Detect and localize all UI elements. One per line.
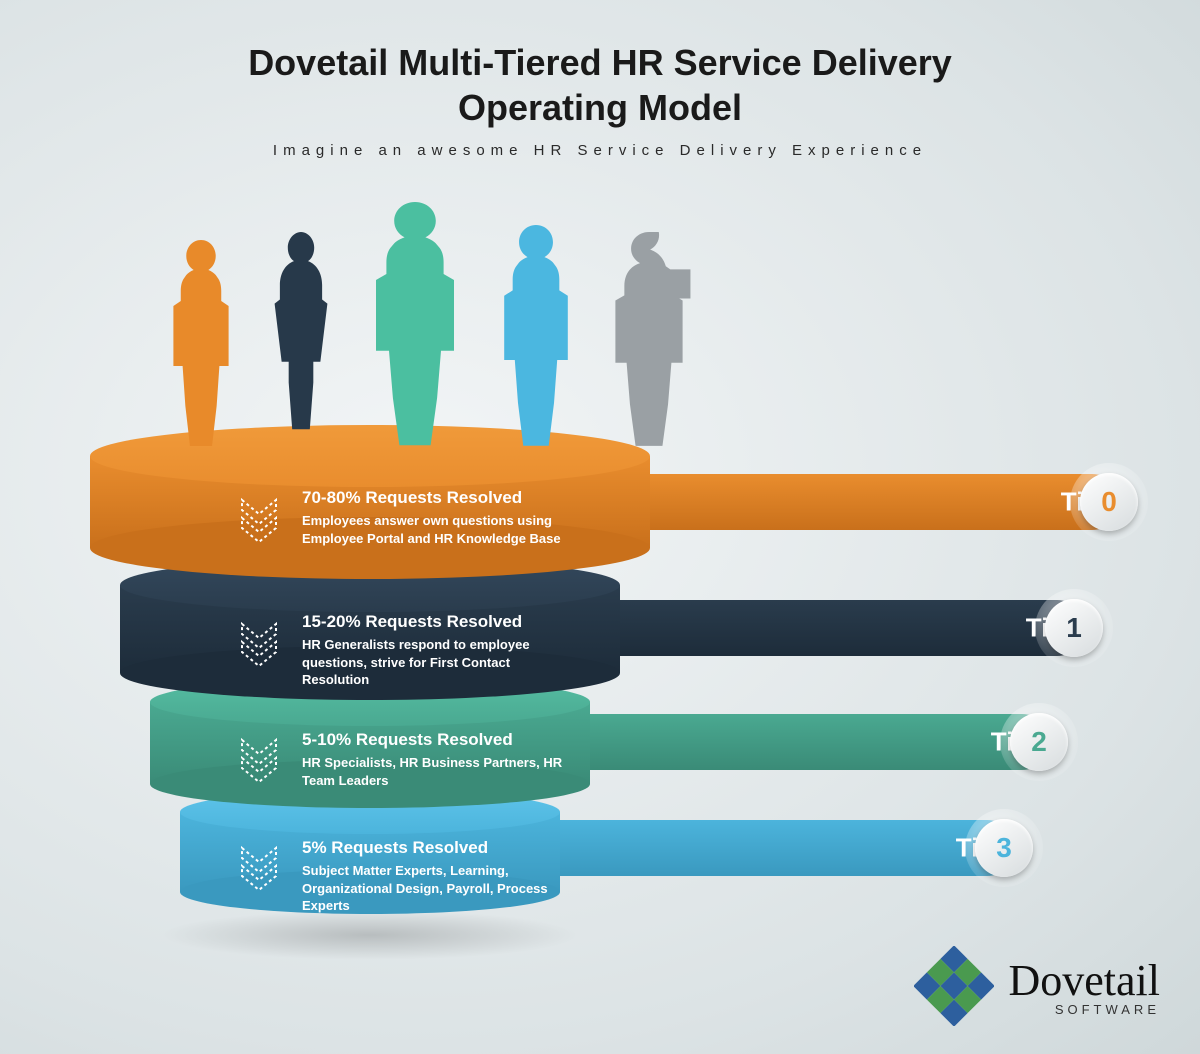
tier-bar: Tier xyxy=(540,600,1085,656)
tier-badge: 1 xyxy=(1035,589,1113,667)
tier-number: 0 xyxy=(1101,486,1117,518)
tier-body: Employees answer own questions using Emp… xyxy=(302,512,567,547)
tier-badge: 2 xyxy=(1000,703,1078,781)
tier-number: 1 xyxy=(1066,612,1082,644)
tier-number: 2 xyxy=(1031,726,1047,758)
tier-heading: 5-10% Requests Resolved xyxy=(302,730,567,750)
tier-badge: 3 xyxy=(965,809,1043,887)
tier-text: 5% Requests Resolved Subject Matter Expe… xyxy=(302,838,567,915)
tier-text: 70-80% Requests Resolved Employees answe… xyxy=(302,488,567,547)
tier-number: 3 xyxy=(996,832,1012,864)
logo-name: Dovetail xyxy=(1008,955,1160,1006)
tier-heading: 5% Requests Resolved xyxy=(302,838,567,858)
tier-body: Subject Matter Experts, Learning, Organi… xyxy=(302,862,567,915)
person-silhouette xyxy=(483,225,589,450)
people-silhouettes xyxy=(145,190,705,450)
infographic-stage: Tier Tier Tier Tier 5% Requests Resolved… xyxy=(0,190,1200,1010)
chevron-down-icon xyxy=(238,620,280,673)
funnel-shadow xyxy=(160,910,580,960)
person-silhouette xyxy=(155,240,247,450)
tier-body: HR Generalists respond to employee quest… xyxy=(302,636,567,689)
chevron-down-icon xyxy=(238,736,280,789)
brand-logo: Dovetail SOFTWARE xyxy=(914,946,1160,1026)
tier-body: HR Specialists, HR Business Partners, HR… xyxy=(302,754,567,789)
tier-text: 5-10% Requests Resolved HR Specialists, … xyxy=(302,730,567,789)
chevron-down-icon xyxy=(238,496,280,549)
person-silhouette xyxy=(257,232,345,450)
tier-badge: 0 xyxy=(1070,463,1148,541)
page-subtitle: Imagine an awesome HR Service Delivery E… xyxy=(0,142,1200,159)
tier-bar: Tier xyxy=(500,820,1015,876)
person-silhouette xyxy=(593,232,705,450)
person-silhouette xyxy=(350,202,480,450)
title-line-1: Dovetail Multi-Tiered HR Service Deliver… xyxy=(248,42,952,83)
header: Dovetail Multi-Tiered HR Service Deliver… xyxy=(0,0,1200,159)
tier-heading: 15-20% Requests Resolved xyxy=(302,612,567,632)
chevron-down-icon xyxy=(238,844,280,897)
tier-bar: Tier xyxy=(520,714,1050,770)
tier-heading: 70-80% Requests Resolved xyxy=(302,488,567,508)
page-title: Dovetail Multi-Tiered HR Service Deliver… xyxy=(0,40,1200,130)
dovetail-logo-icon xyxy=(914,946,994,1026)
tier-text: 15-20% Requests Resolved HR Generalists … xyxy=(302,612,567,689)
title-line-2: Operating Model xyxy=(458,87,742,128)
